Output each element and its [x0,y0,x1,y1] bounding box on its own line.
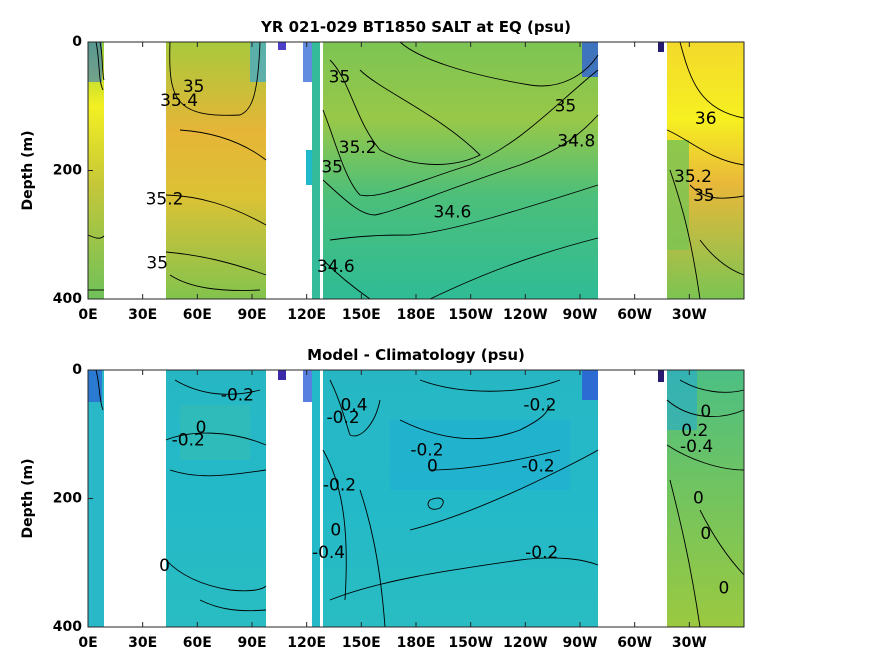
contour-label: 0 [700,524,711,544]
contour-label: 0 [427,456,438,476]
x-tick-label: 30E [128,635,157,651]
contour-label: 0 [700,402,711,422]
contour-label: 0 [159,556,170,576]
x-tick-label: 150W [448,307,493,323]
contour-label: -0.4 [312,543,345,563]
y-tick-label: 0 [72,34,82,50]
contour-label: -0.2 [523,395,556,415]
y-tick-label: 400 [53,291,82,307]
y-axis-label: Depth (m) [20,458,36,538]
contour-label: -0.2 [221,386,254,406]
contour-label: 35.2 [674,167,712,187]
contour-label: 34.6 [317,257,355,277]
contour-label: -0.4 [680,437,713,457]
contour-label: 35.2 [146,189,184,209]
x-tick-label: 60W [617,307,652,323]
x-tick-label: 30E [128,307,157,323]
x-tick-label: 150E [342,307,381,323]
y-tick-label: 200 [53,491,82,507]
contour-label: 0 [693,489,704,509]
x-tick-label: 90E [237,307,266,323]
contour-label: 0.2 [681,421,708,441]
x-tick-label: 120W [503,635,548,651]
contour-label: 34.6 [434,202,472,222]
contour-label: -0.2 [410,440,443,460]
contour-label: 35 [183,77,205,97]
difference-panel: -0.20-0.200.4-0.2-0.20-0.20-0.4-0.2-0.2-… [20,346,745,651]
contour-label: 35 [693,186,715,206]
contour-label: 35 [555,96,577,116]
x-tick-label: 150W [448,635,493,651]
contour-label: 35 [329,67,351,87]
x-tick-label: 180E [397,307,436,323]
x-tick-label: 60E [183,635,212,651]
x-tick-label: 120W [503,307,548,323]
x-tick-label: 90W [563,635,598,651]
x-tick-label: 90E [237,635,266,651]
x-tick-label: 120E [287,307,326,323]
contour-label: 35.4 [160,91,198,111]
contour-label: 0 [719,578,730,598]
chart-title: YR 021-029 BT1850 SALT at EQ (psu) [260,18,571,36]
x-tick-label: 0E [78,635,97,651]
x-tick-label: 180E [397,635,436,651]
y-tick-label: 0 [72,362,82,378]
contour-label: 0 [330,521,341,541]
x-tick-label: 60W [617,635,652,651]
contour-label: 36 [695,109,717,129]
contour-label: -0.2 [525,543,558,563]
chart-title: Model - Climatology (psu) [307,346,525,364]
contour-label: 34.8 [557,132,595,152]
contour-label: 35 [146,254,168,274]
y-axis-label: Depth (m) [20,130,36,210]
contour-label: 35 [321,157,343,177]
contour-label: -0.2 [327,408,360,428]
y-tick-label: 200 [53,163,82,179]
x-tick-label: 120E [287,635,326,651]
x-tick-label: 0E [78,307,97,323]
y-tick-label: 400 [53,619,82,635]
salinity-contours [87,41,745,300]
contour-label: -0.2 [323,476,356,496]
contour-label: 35.2 [339,138,377,158]
salinity-panel: 3535.435.2353535.23534.634.63534.83635.2… [20,18,745,323]
x-tick-label: 30W [672,635,707,651]
x-tick-label: 60E [183,307,212,323]
x-tick-label: 90W [563,307,598,323]
difference-field [88,370,744,627]
contour-label: 0.4 [341,395,368,415]
contour-label: -0.2 [522,456,555,476]
x-tick-label: 150E [342,635,381,651]
difference-contours [95,369,745,628]
x-tick-label: 30W [672,307,707,323]
contour-label: -0.2 [172,431,205,451]
contour-label: 0 [196,418,207,438]
